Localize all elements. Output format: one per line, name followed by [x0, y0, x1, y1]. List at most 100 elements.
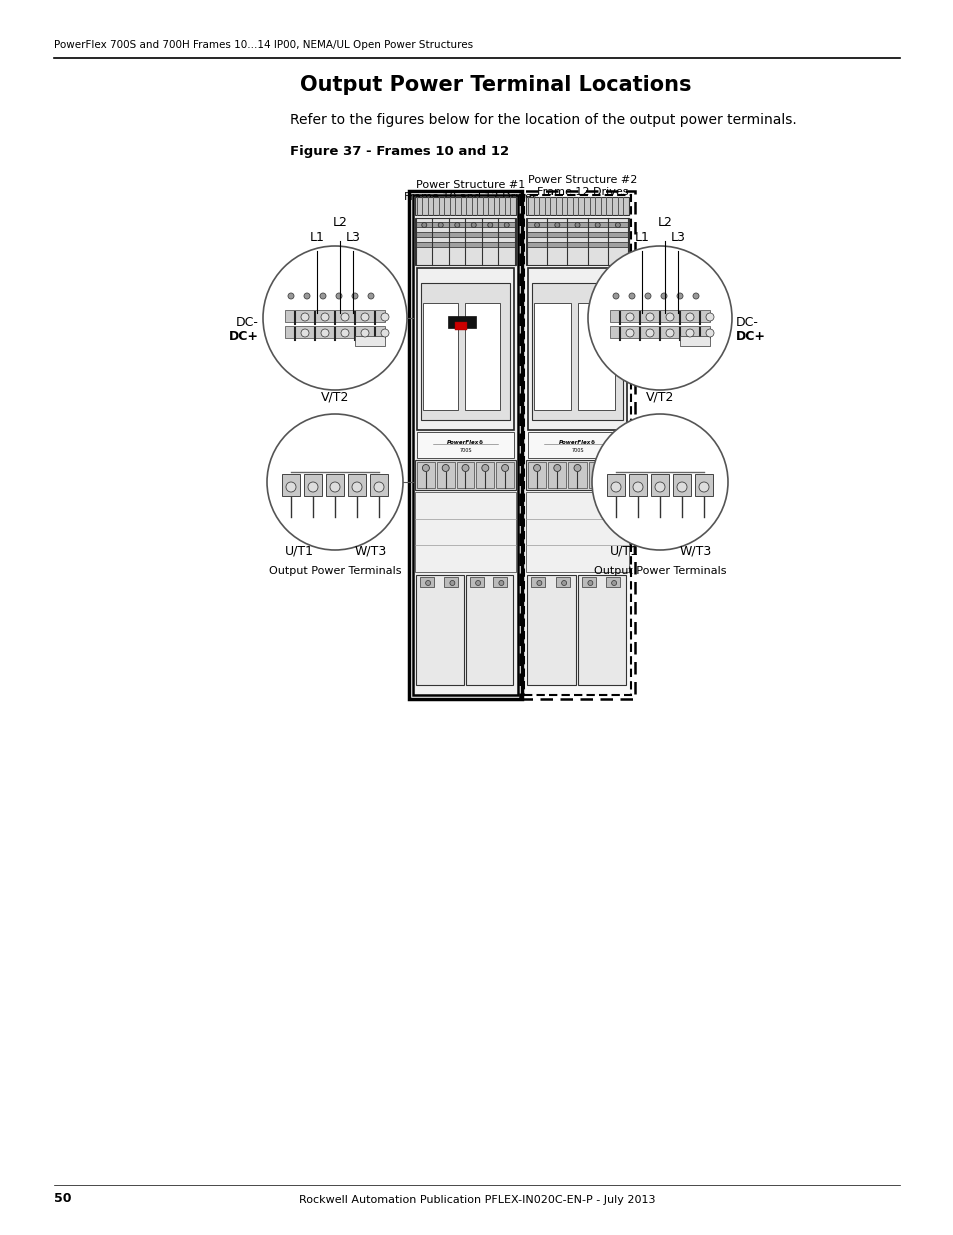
Bar [523, 195, 630, 695]
Circle shape [461, 464, 469, 472]
Bar [476, 462, 494, 488]
Bar [568, 462, 586, 488]
Circle shape [625, 329, 634, 337]
Bar [416, 462, 435, 488]
Text: Output Power Terminal Locations: Output Power Terminal Locations [299, 75, 691, 95]
Bar [470, 577, 483, 587]
Bar [466, 576, 513, 685]
Circle shape [320, 329, 329, 337]
Circle shape [561, 580, 566, 585]
Bar [493, 577, 507, 587]
Bar [415, 198, 516, 215]
Text: Only: Only [569, 199, 595, 209]
Bar [415, 242, 516, 247]
Bar [525, 459, 628, 490]
Circle shape [610, 482, 620, 492]
Text: Frame 12 Drives: Frame 12 Drives [537, 186, 628, 198]
Circle shape [677, 293, 682, 299]
Bar [420, 283, 510, 420]
Circle shape [380, 329, 389, 337]
Bar [525, 222, 628, 227]
Circle shape [301, 312, 309, 321]
Circle shape [450, 580, 455, 585]
Circle shape [319, 293, 326, 299]
Circle shape [340, 312, 349, 321]
Bar [525, 232, 628, 237]
Circle shape [533, 464, 540, 472]
Text: DC+: DC+ [735, 330, 765, 343]
Circle shape [628, 293, 635, 299]
Circle shape [574, 464, 580, 472]
Circle shape [442, 464, 449, 472]
Circle shape [645, 312, 654, 321]
Bar [588, 462, 606, 488]
Text: L2: L2 [333, 216, 347, 228]
Bar [355, 336, 385, 346]
Text: U/T1: U/T1 [609, 545, 638, 558]
Bar [444, 577, 457, 587]
Bar [556, 577, 570, 587]
Circle shape [471, 222, 476, 227]
Circle shape [504, 222, 509, 227]
Text: PowerFlex 700S and 700H Frames 10...14 IP00, NEMA/UL Open Power Structures: PowerFlex 700S and 700H Frames 10...14 I… [54, 40, 473, 49]
Bar [525, 492, 628, 572]
Bar [525, 219, 628, 266]
Circle shape [625, 312, 634, 321]
Circle shape [644, 293, 650, 299]
Circle shape [380, 312, 389, 321]
Text: DC-: DC- [236, 316, 258, 329]
Bar [456, 462, 474, 488]
Circle shape [455, 222, 459, 227]
Circle shape [335, 293, 341, 299]
Circle shape [595, 222, 599, 227]
Bar [285, 310, 385, 322]
Bar [409, 191, 521, 699]
Circle shape [692, 293, 699, 299]
Text: V/T2: V/T2 [320, 390, 349, 403]
Bar [416, 576, 464, 685]
Bar [650, 474, 668, 496]
Circle shape [594, 464, 600, 472]
Bar [304, 474, 322, 496]
Bar [548, 462, 566, 488]
Bar [672, 474, 690, 496]
Bar [519, 191, 635, 699]
Bar [415, 459, 516, 490]
Circle shape [360, 312, 369, 321]
Circle shape [615, 222, 619, 227]
Bar [525, 198, 628, 215]
Bar [527, 462, 546, 488]
Text: 700S: 700S [458, 448, 471, 453]
Circle shape [320, 312, 329, 321]
Circle shape [437, 222, 443, 227]
Bar [526, 576, 576, 685]
Circle shape [422, 464, 429, 472]
Text: Figure 37 - Frames 10 and 12: Figure 37 - Frames 10 and 12 [290, 144, 509, 158]
Circle shape [330, 482, 339, 492]
Circle shape [304, 293, 310, 299]
Bar [608, 462, 626, 488]
Circle shape [476, 580, 480, 585]
Circle shape [421, 222, 426, 227]
Circle shape [587, 580, 592, 585]
Circle shape [614, 464, 620, 472]
Text: L3: L3 [345, 231, 360, 245]
Bar [415, 219, 516, 266]
Text: W/T3: W/T3 [355, 545, 387, 558]
Bar [534, 303, 571, 410]
Text: U/T1: U/T1 [284, 545, 314, 558]
Bar [609, 310, 709, 322]
Bar [695, 474, 712, 496]
Circle shape [611, 580, 616, 585]
Text: DC+: DC+ [229, 330, 258, 343]
Text: Power Structure #1: Power Structure #1 [416, 180, 524, 190]
Bar [422, 303, 457, 410]
Bar [532, 283, 622, 420]
Bar [419, 577, 434, 587]
Text: L1: L1 [309, 231, 324, 245]
Text: V/T2: V/T2 [645, 390, 674, 403]
Circle shape [374, 482, 384, 492]
Text: L3: L3 [670, 231, 684, 245]
Bar [370, 474, 388, 496]
Text: Output Power Terminals: Output Power Terminals [593, 566, 725, 576]
